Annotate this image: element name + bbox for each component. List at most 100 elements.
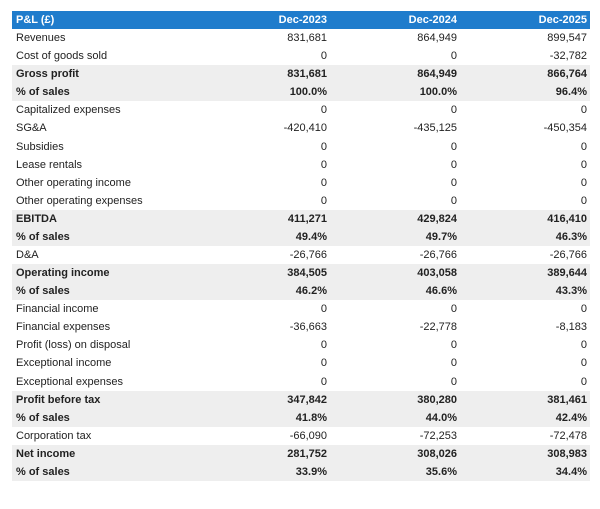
value-cell: -36,663 xyxy=(289,321,327,334)
value-cell: 43.3% xyxy=(460,282,590,301)
row-label: Corporation tax xyxy=(16,429,92,442)
row-label: Cost of goods sold xyxy=(16,50,108,63)
row-label: Operating income xyxy=(12,264,200,283)
value-cell: 0 xyxy=(320,50,327,63)
value-cell: 384,505 xyxy=(200,264,330,283)
value-cell: 42.4% xyxy=(460,408,590,427)
row-label: % of sales xyxy=(12,83,200,102)
value-cell: 0 xyxy=(450,140,457,153)
value-cell: 0 xyxy=(580,104,587,117)
value-cell: -32,782 xyxy=(549,50,587,63)
row-label: Net income xyxy=(12,444,200,463)
row-label: Gross profit xyxy=(12,65,200,84)
value-cell: 0 xyxy=(450,176,457,189)
value-cell: -8,183 xyxy=(555,321,587,334)
row-label: Exceptional income xyxy=(16,357,112,370)
value-cell: 0 xyxy=(580,158,587,171)
value-cell: 0 xyxy=(450,357,457,370)
row-label: D&A xyxy=(16,248,39,261)
value-cell: 46.6% xyxy=(330,282,460,301)
summary-row: Operating income 384,505 403,058 389,644 xyxy=(12,264,590,283)
value-cell: 0 xyxy=(320,158,327,171)
row: D&A -26,766 -26,766 -26,766 xyxy=(12,246,590,264)
value-cell: 49.4% xyxy=(200,227,330,246)
row-label: % of sales xyxy=(12,227,200,246)
row-label: Lease rentals xyxy=(16,158,83,171)
value-cell: -72,253 xyxy=(419,429,457,442)
value-cell: 0 xyxy=(580,375,587,388)
header-cell: Dec-2024 xyxy=(330,11,460,29)
row-label: % of sales xyxy=(12,282,200,301)
value-cell: 35.6% xyxy=(330,462,460,481)
summary-row: % of sales 33.9% 35.6% 34.4% xyxy=(12,462,590,481)
pnl-table-wrap: P&L (£) Dec-2023 Dec-2024 Dec-2025 Revenues… xyxy=(12,11,590,481)
header-cell: Dec-2023 xyxy=(200,11,330,29)
value-cell: -26,766 xyxy=(419,248,457,261)
header-row: P&L (£) Dec-2023 Dec-2024 Dec-2025 xyxy=(12,11,590,29)
value-cell: 899,547 xyxy=(547,32,587,45)
pnl-table: P&L (£) Dec-2023 Dec-2024 Dec-2025 Revenues… xyxy=(12,11,590,481)
value-cell: 0 xyxy=(450,104,457,117)
row-label: SG&A xyxy=(16,122,47,135)
summary-row: Net income 281,752 308,026 308,983 xyxy=(12,444,590,463)
value-cell: 0 xyxy=(320,104,327,117)
header-cell: Dec-2025 xyxy=(460,11,590,29)
value-cell: 0 xyxy=(320,176,327,189)
value-cell: 0 xyxy=(450,375,457,388)
value-cell: -72,478 xyxy=(549,429,587,442)
value-cell: 864,949 xyxy=(330,65,460,84)
value-cell: 0 xyxy=(580,194,587,207)
row-label: Exceptional expenses xyxy=(16,375,124,388)
value-cell: 96.4% xyxy=(460,83,590,102)
value-cell: 0 xyxy=(450,50,457,63)
row-label: Profit (loss) on disposal xyxy=(16,339,131,352)
value-cell: 380,280 xyxy=(330,390,460,409)
value-cell: 0 xyxy=(450,339,457,352)
value-cell: 381,461 xyxy=(460,390,590,409)
value-cell: -26,766 xyxy=(549,248,587,261)
row-label: Financial income xyxy=(16,303,99,316)
row-label: Capitalized expenses xyxy=(16,104,121,117)
row: Other operating income 0 0 0 xyxy=(12,174,590,192)
row: Subsidies 0 0 0 xyxy=(12,137,590,155)
value-cell: -420,410 xyxy=(283,122,327,135)
value-cell: 308,983 xyxy=(460,444,590,463)
value-cell: 33.9% xyxy=(200,462,330,481)
row-label: Other operating income xyxy=(16,176,131,189)
value-cell: 0 xyxy=(320,194,327,207)
row: Corporation tax -66,090 -72,253 -72,478 xyxy=(12,427,590,445)
row-label: Revenues xyxy=(16,32,66,45)
value-cell: 0 xyxy=(320,357,327,370)
value-cell: 831,681 xyxy=(200,65,330,84)
value-cell: 347,842 xyxy=(200,390,330,409)
value-cell: 0 xyxy=(580,140,587,153)
value-cell: -435,125 xyxy=(413,122,457,135)
value-cell: 100.0% xyxy=(330,83,460,102)
value-cell: 0 xyxy=(450,194,457,207)
summary-row: % of sales 100.0% 100.0% 96.4% xyxy=(12,83,590,102)
value-cell: 411,271 xyxy=(200,209,330,228)
value-cell: -66,090 xyxy=(289,429,327,442)
value-cell: 0 xyxy=(320,375,327,388)
row-label: EBITDA xyxy=(12,209,200,228)
row-label: Other operating expenses xyxy=(16,194,143,207)
table-body: Revenues 831,681 864,949 899,547 Cost of goo… xyxy=(12,29,590,481)
value-cell: 281,752 xyxy=(200,444,330,463)
summary-row: EBITDA 411,271 429,824 416,410 xyxy=(12,209,590,228)
value-cell: 49.7% xyxy=(330,227,460,246)
value-cell: 100.0% xyxy=(200,83,330,102)
row: Revenues 831,681 864,949 899,547 xyxy=(12,29,590,47)
value-cell: 831,681 xyxy=(287,32,327,45)
row: Financial expenses -36,663 -22,778 -8,183 xyxy=(12,318,590,336)
value-cell: -22,778 xyxy=(419,321,457,334)
summary-row: % of sales 46.2% 46.6% 43.3% xyxy=(12,282,590,301)
value-cell: 0 xyxy=(580,339,587,352)
value-cell: 0 xyxy=(580,357,587,370)
row: Profit (loss) on disposal 0 0 0 xyxy=(12,336,590,354)
value-cell: 0 xyxy=(320,339,327,352)
value-cell: 41.8% xyxy=(200,408,330,427)
value-cell: 0 xyxy=(450,158,457,171)
row: Exceptional income 0 0 0 xyxy=(12,354,590,372)
row-label: % of sales xyxy=(12,462,200,481)
